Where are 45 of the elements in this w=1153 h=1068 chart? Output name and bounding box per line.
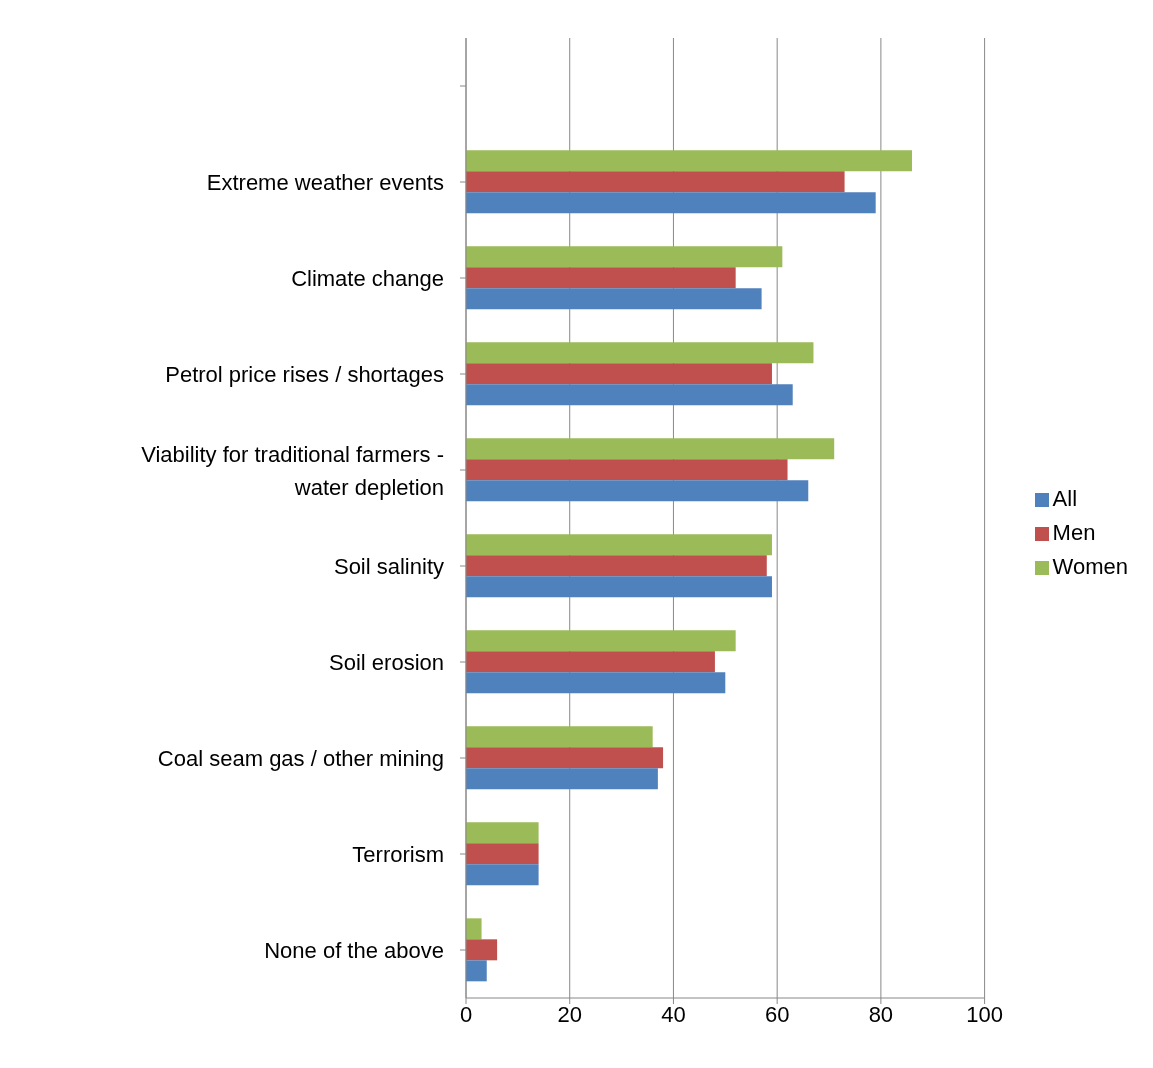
bar [466,192,876,214]
x-tick-label: 40 [661,1001,686,1027]
y-tick-label: Coal seam gas / other mining [157,745,444,771]
bar [466,651,715,673]
y-tick-label: Petrol price rises / shortages [165,361,444,387]
bar [466,384,793,406]
y-tick-label: Climate change [291,265,444,291]
legend-label: Men [1052,520,1096,545]
bar [466,768,658,790]
bar [466,726,653,748]
bar [466,843,539,865]
x-tick-label: 80 [868,1001,894,1027]
bar [466,555,767,577]
bar [466,822,539,844]
x-tick-label: 0 [459,1001,473,1027]
x-tick-label: 60 [764,1001,790,1027]
y-tick-label: Terrorism [352,841,444,867]
bar [466,246,783,268]
bar [466,459,788,481]
bar [466,534,772,556]
x-tick-label: 20 [557,1001,582,1027]
x-tick-label: 100 [966,1001,1003,1027]
bar [466,480,809,502]
y-tick-label: Soil salinity [333,553,444,579]
bar [466,171,845,193]
legend-label: Women [1052,554,1128,579]
bar [466,150,912,172]
bar [466,864,539,886]
bar [466,342,814,364]
bar [466,960,487,982]
bar [466,363,772,385]
bar [466,939,498,961]
bar [466,267,736,289]
bar [466,630,736,652]
y-tick-label: Viability for traditional farmers - water depletion [141,441,444,499]
legend-label: All [1052,486,1078,511]
y-tick-label: Soil erosion [329,649,444,675]
bar [466,576,772,598]
y-tick-label: None of the above [264,937,444,963]
bar [466,438,835,460]
bar [466,918,482,940]
bar [466,747,664,769]
y-tick-label: Extreme weather events [206,169,444,195]
bar [466,672,726,694]
bar [466,288,762,310]
